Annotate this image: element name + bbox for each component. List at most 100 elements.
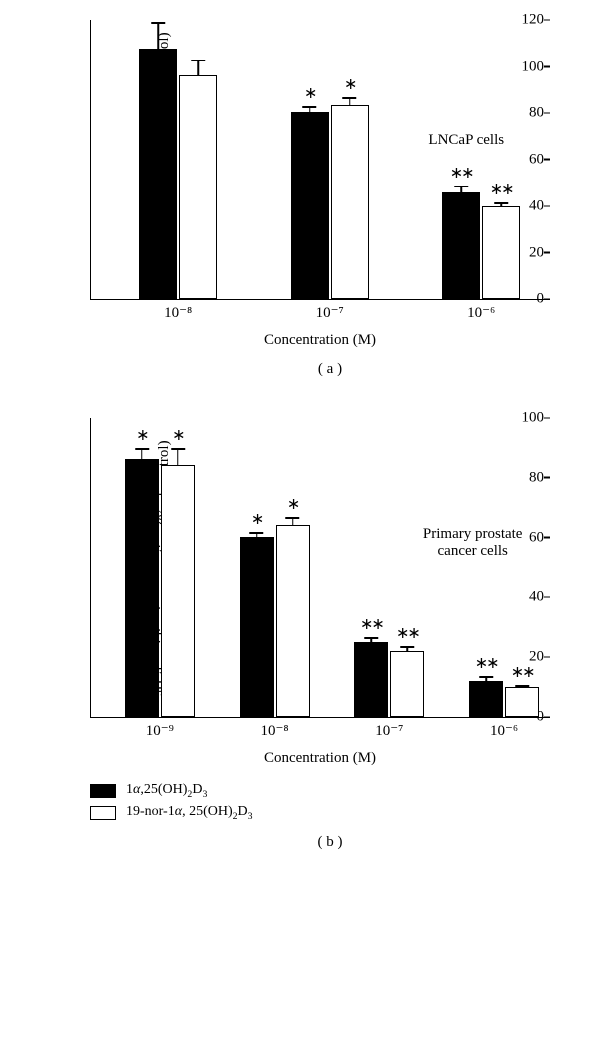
error-bar [485, 676, 487, 682]
bar-group: ∗∗ [240, 525, 310, 717]
significance-marker: ∗ [344, 74, 355, 94]
error-cap [515, 685, 529, 687]
legend-label-1: 1α,25(OH)2D3 [126, 782, 207, 800]
bar-black: ∗ [291, 112, 329, 299]
error-bar [521, 685, 523, 688]
x-axis: 10⁻⁹ 10⁻⁸ 10⁻⁷ 10⁻⁶ [91, 717, 550, 742]
legend-label-2: 19-nor-1α, 25(OH)2D3 [126, 804, 253, 822]
error-bar [157, 22, 159, 50]
x-tick-label: 10⁻⁷ [375, 721, 403, 740]
bar-black: ∗∗ [469, 681, 503, 717]
legend-item-1: 1α,25(OH)2D3 [90, 782, 570, 800]
y-tick-label: 20 [529, 244, 544, 261]
chart-a-plot: 3H-thymidine incorporation (% of control… [90, 20, 550, 300]
error-bar [460, 186, 462, 193]
bar-group [139, 49, 217, 299]
error-cap [364, 637, 378, 639]
legend: 1α,25(OH)2D3 19-nor-1α, 25(OH)2D3 [90, 782, 570, 822]
bar-white: ∗ [331, 105, 369, 299]
bar-white: ∗ [276, 525, 310, 717]
y-tick-label: 80 [529, 105, 544, 122]
y-tick-mark [544, 537, 550, 539]
y-tick-mark [544, 159, 550, 161]
chart-a-xlabel: Concentration (M) [90, 332, 550, 349]
y-tick-label: 60 [529, 529, 544, 546]
y-tick-mark [544, 596, 550, 598]
legend-swatch-black [90, 784, 116, 798]
y-tick-label: 100 [522, 410, 545, 427]
bar-white: ∗∗ [505, 687, 539, 717]
y-tick-mark [544, 417, 550, 419]
bar-group: ∗∗ [291, 105, 369, 299]
legend-item-2: 19-nor-1α, 25(OH)2D3 [90, 804, 570, 822]
x-axis: 10⁻⁸ 10⁻⁷ 10⁻⁶ [91, 299, 550, 324]
chart-b-xlabel: Concentration (M) [90, 750, 550, 767]
chart-a: 3H-thymidine incorporation (% of control… [30, 20, 570, 378]
bar-group: ∗∗ [125, 459, 195, 717]
y-tick-mark [544, 205, 550, 207]
error-cap [286, 517, 300, 519]
error-cap [303, 106, 317, 108]
chart-b-plot: 3H-thymidine incorporation (% of control… [90, 418, 550, 718]
error-cap [135, 448, 149, 450]
error-cap [479, 676, 493, 678]
error-cap [400, 646, 414, 648]
error-bar [292, 517, 294, 526]
significance-marker: ∗∗ [511, 662, 534, 682]
significance-marker: ∗ [251, 509, 262, 529]
error-bar [177, 448, 179, 466]
y-tick-label: 40 [529, 198, 544, 215]
significance-marker: ∗ [172, 425, 183, 445]
error-bar [197, 60, 199, 76]
x-tick-label: 10⁻⁸ [261, 721, 289, 740]
significance-marker: ∗∗ [475, 653, 498, 673]
significance-marker: ∗∗ [490, 179, 513, 199]
chart-a-panel-label: ( a ) [90, 361, 570, 378]
error-cap [494, 202, 508, 204]
y-tick-label: 120 [522, 12, 545, 29]
bar-white: ∗ [161, 465, 195, 717]
bar-group: ∗∗∗∗ [354, 642, 424, 717]
y-tick-label: 60 [529, 151, 544, 168]
y-tick-mark [544, 19, 550, 21]
significance-marker: ∗ [304, 83, 315, 103]
chart-b-panel-label: ( b ) [90, 834, 570, 851]
x-tick-label: 10⁻⁹ [146, 721, 174, 740]
error-bar [349, 97, 351, 106]
bar-black: ∗ [125, 459, 159, 717]
bar-black: ∗∗ [354, 642, 388, 717]
bar-black: ∗ [240, 537, 274, 717]
x-tick-label: 10⁻⁸ [164, 303, 192, 322]
significance-marker: ∗∗ [360, 614, 383, 634]
y-tick-mark [544, 656, 550, 658]
bar-white [179, 75, 217, 299]
x-tick-label: 10⁻⁷ [316, 303, 344, 322]
error-cap [343, 97, 357, 99]
error-bar [500, 202, 502, 207]
bar-white: ∗∗ [482, 206, 520, 299]
y-tick-mark [544, 112, 550, 114]
error-cap [250, 532, 264, 534]
significance-marker: ∗∗ [450, 163, 473, 183]
error-cap [191, 60, 205, 62]
bar-group: ∗∗∗∗ [469, 681, 539, 717]
x-tick-label: 10⁻⁶ [467, 303, 495, 322]
error-cap [151, 22, 165, 24]
bar-black: ∗∗ [442, 192, 480, 299]
error-bar [309, 106, 311, 113]
significance-marker: ∗∗ [396, 623, 419, 643]
y-tick-mark [544, 252, 550, 254]
chart-annotation: Primary prostatecancer cells [423, 526, 523, 560]
significance-marker: ∗ [287, 494, 298, 514]
bar-group: ∗∗∗∗ [442, 192, 520, 299]
y-tick-mark [544, 477, 550, 479]
chart-annotation: LNCaP cells [428, 132, 504, 149]
y-tick-mark [544, 66, 550, 68]
y-tick-label: 100 [522, 58, 545, 75]
chart-b: 3H-thymidine incorporation (% of control… [30, 418, 570, 851]
y-tick-label: 80 [529, 469, 544, 486]
significance-marker: ∗ [136, 425, 147, 445]
error-bar [371, 637, 373, 643]
bar-black [139, 49, 177, 299]
x-tick-label: 10⁻⁶ [490, 721, 518, 740]
